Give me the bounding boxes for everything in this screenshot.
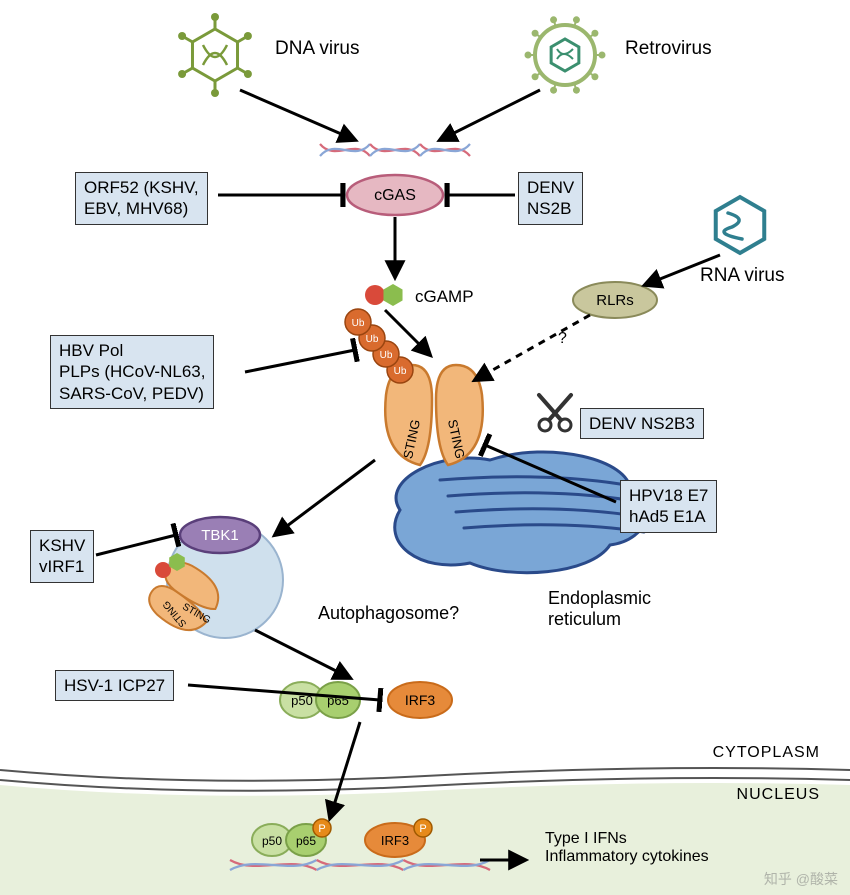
svg-text:IRF3: IRF3 <box>381 833 409 848</box>
box-denv-ns2b3: DENV NS2B3 <box>580 408 704 439</box>
rna-virus-icon <box>716 197 764 253</box>
box-hbv-plp: HBV Pol PLPs (HCoV-NL63, SARS-CoV, PEDV) <box>50 335 214 409</box>
box-hsv1-icp27: HSV-1 ICP27 <box>55 670 174 701</box>
svg-text:Ub: Ub <box>352 318 365 329</box>
svg-text:P: P <box>419 823 426 835</box>
cgamp-label: cGAMP <box>415 287 474 307</box>
box-kshv-virf1: KSHV vIRF1 <box>30 530 94 583</box>
box-orf52: ORF52 (KSHV, EBV, MHV68) <box>75 172 208 225</box>
autophagosome-label: Autophagosome? <box>318 603 459 624</box>
box-denv-ns2b: DENV NS2B <box>518 172 583 225</box>
svg-text:p50: p50 <box>262 834 282 848</box>
svg-text:cGAS: cGAS <box>374 187 416 204</box>
cytoplasm-label: CYTOPLASM <box>713 744 820 762</box>
svg-text:p65: p65 <box>296 834 316 848</box>
retrovirus-label: Retrovirus <box>625 38 712 60</box>
er-shape <box>395 452 648 573</box>
svg-text:RLRs: RLRs <box>596 292 634 309</box>
er-label: Endoplasmic reticulum <box>548 588 651 630</box>
nucleus-label: NUCLEUS <box>737 786 820 804</box>
retrovirus-icon <box>525 16 606 93</box>
svg-text:IRF3: IRF3 <box>405 692 436 708</box>
svg-text:TBK1: TBK1 <box>201 527 239 544</box>
dna-virus-label: DNA virus <box>275 38 359 60</box>
svg-text:Ub: Ub <box>380 350 393 361</box>
rna-virus-label: RNA virus <box>700 265 784 287</box>
dna-virus-icon <box>178 13 252 97</box>
cgamp-green <box>383 284 402 306</box>
watermark: 知乎 @酸菜 <box>764 869 838 889</box>
scissors-icon <box>539 395 571 431</box>
svg-text:Ub: Ub <box>366 334 379 345</box>
question-label: ? <box>558 330 567 348</box>
outputs-label: Type I IFNs Inflammatory cytokines <box>545 830 709 866</box>
svg-text:P: P <box>318 823 325 835</box>
cgamp-red <box>365 285 385 305</box>
box-hpv-had5: HPV18 E7 hAd5 E1A <box>620 480 717 533</box>
svg-text:Ub: Ub <box>394 366 407 377</box>
